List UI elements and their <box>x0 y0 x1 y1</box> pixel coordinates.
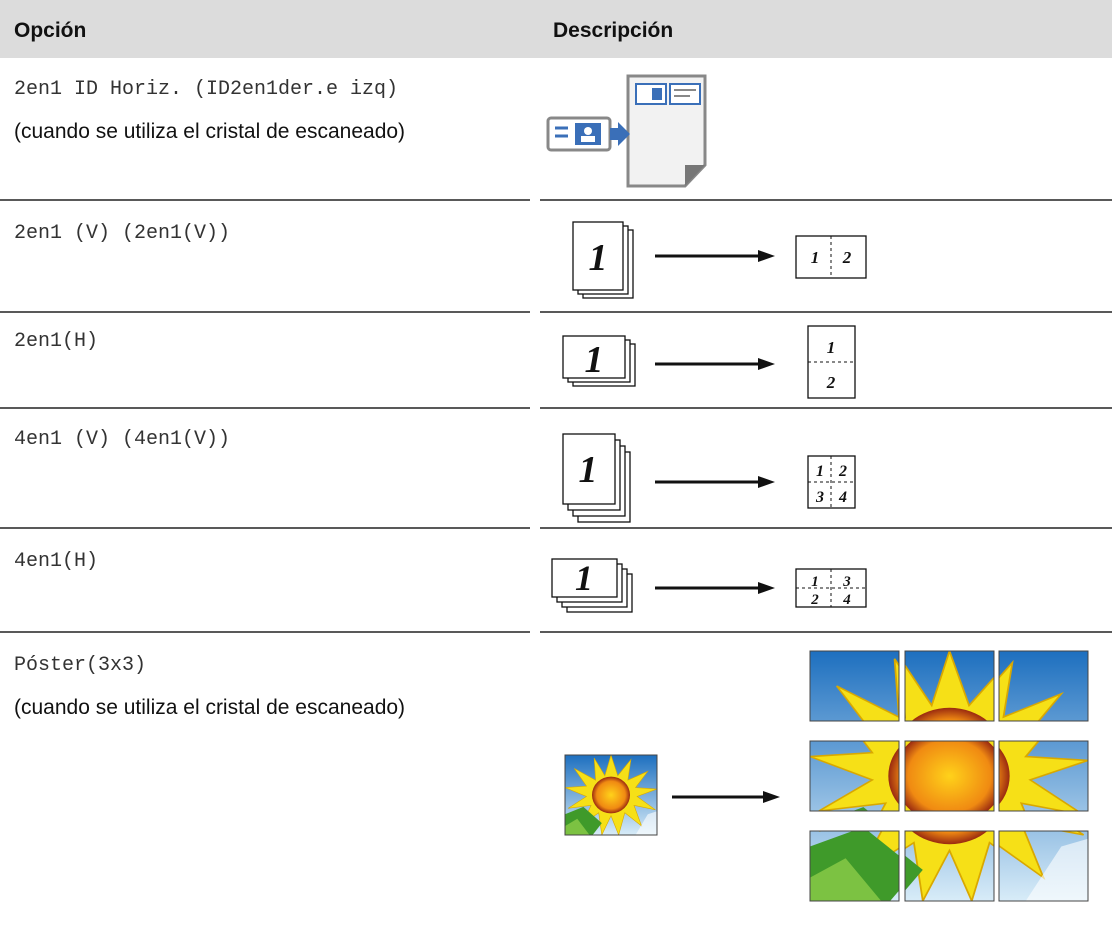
layout-4in1-h: 1 1 3 2 4 <box>551 558 867 613</box>
poster-figure <box>564 650 1089 902</box>
tile-border <box>809 740 900 812</box>
figure-digit: 2 <box>810 592 819 608</box>
layout-4in1-v: 1 1 2 3 4 <box>562 433 856 523</box>
figure-digit: 3 <box>842 574 851 590</box>
layout-2in1-v: 1 1 2 <box>572 221 867 299</box>
note: (cuando se utiliza el cristal de escanea… <box>14 120 405 143</box>
option: 4en1 (V) (4en1(V)) <box>14 428 230 451</box>
row-rules <box>0 199 1112 633</box>
figure-digit: 1 <box>816 463 824 480</box>
figure-digit: 4 <box>842 592 851 608</box>
figure-digit: 1 <box>811 574 819 590</box>
figure-digit: 1 <box>585 339 604 381</box>
tile-border <box>998 740 1089 812</box>
option: 2en1(H) <box>14 330 98 353</box>
option: 2en1 (V) (2en1(V)) <box>14 222 230 245</box>
figure-digit: 2 <box>842 248 852 267</box>
tile-border <box>904 740 995 812</box>
header-description: Descripción <box>553 19 673 42</box>
header-option: Opción <box>14 19 86 42</box>
figure-digit: 2 <box>826 373 836 392</box>
option: Póster(3x3) <box>14 654 146 677</box>
tile-border <box>809 830 900 902</box>
tile-border <box>904 830 995 902</box>
figure-digit: 1 <box>811 248 820 267</box>
option: 4en1(H) <box>14 550 98 573</box>
option: 2en1 ID Horiz. (ID2en1der.e izq) <box>14 78 398 101</box>
figure-digit: 1 <box>579 449 598 491</box>
tile-border <box>998 650 1089 722</box>
id-copy-icon <box>546 74 707 188</box>
note: (cuando se utiliza el cristal de escanea… <box>14 696 405 719</box>
tile-border <box>809 650 900 722</box>
figure-digit: 2 <box>838 463 847 480</box>
layout-2in1-h: 1 1 2 <box>562 325 856 399</box>
figure-digit: 4 <box>838 489 847 506</box>
header-bg <box>0 0 1112 58</box>
figure-digit: 1 <box>827 338 836 357</box>
figure-digit: 3 <box>815 489 824 506</box>
tile-border <box>904 650 995 722</box>
tile-border <box>998 830 1089 902</box>
figure-digit: 1 <box>589 237 608 279</box>
figure-digit: 1 <box>575 558 593 598</box>
